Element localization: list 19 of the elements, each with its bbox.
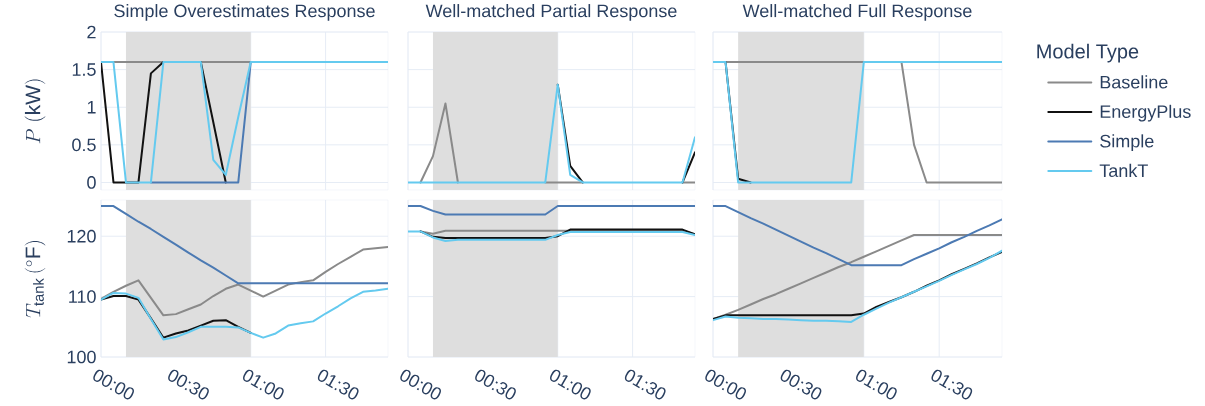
legend-title: Model Type	[1037, 43, 1139, 63]
legend-label: Baseline	[1100, 75, 1168, 89]
y-tick-label: 1.5	[72, 63, 96, 76]
y-tick-label: 0.5	[72, 138, 96, 152]
y-tick-label: 1	[87, 101, 96, 114]
chart-title: Simple Overestimates Response	[114, 4, 375, 21]
legend-label: EnergyPlus	[1100, 104, 1191, 122]
y-tick-label: 2	[87, 25, 96, 39]
y-axis-title: $T_{\mathrm{tank}}\,(^\circ\mathrm{F})$	[24, 241, 46, 318]
chart-title: Well-matched Full Response	[742, 4, 972, 21]
y-tick-label: 120	[67, 229, 96, 243]
y-axis-title: $P\ (\mathrm{kW})$	[24, 79, 46, 144]
chart-title: Well-matched Partial Response	[425, 4, 677, 21]
legend-label: Simple	[1100, 134, 1154, 152]
line-series	[101, 246, 388, 317]
y-tick-label: 110	[69, 290, 96, 303]
y-tick-label: 100	[67, 350, 96, 364]
legend-label: TankT	[1099, 163, 1148, 178]
y-tick-label: 0	[87, 176, 96, 189]
